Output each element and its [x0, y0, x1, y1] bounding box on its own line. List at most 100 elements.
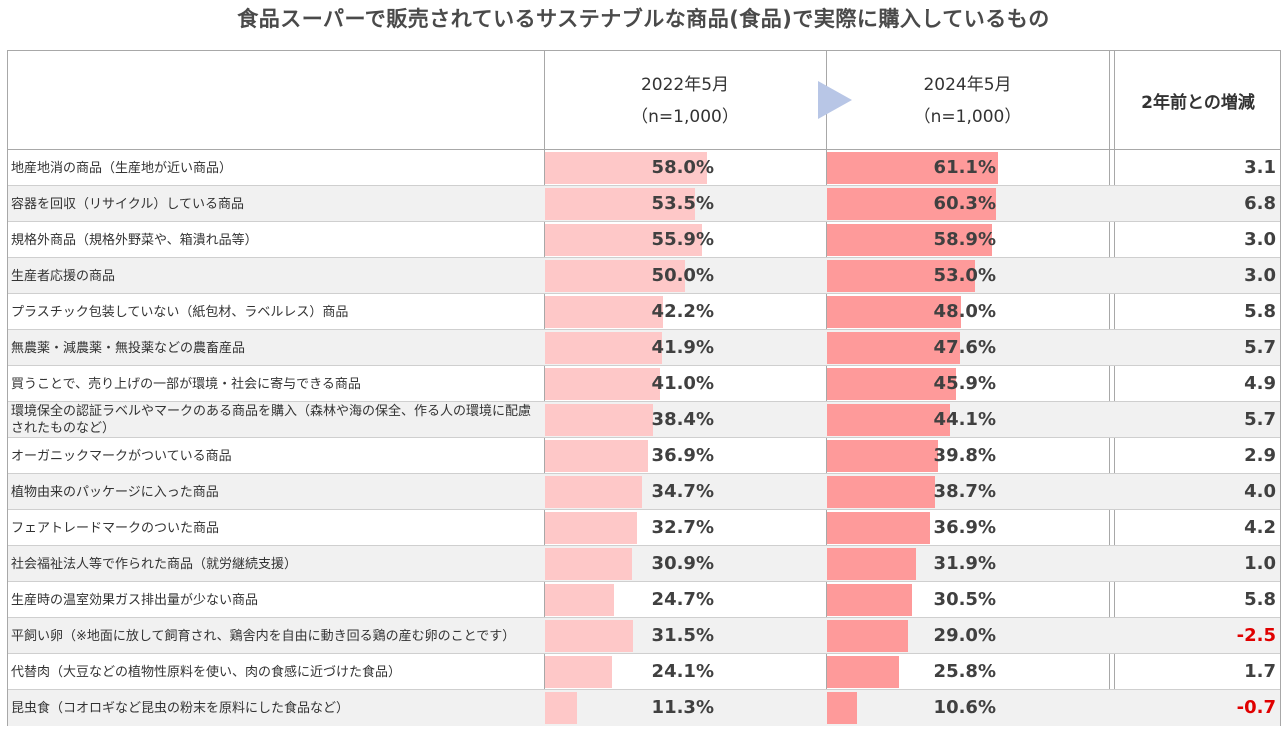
change-value: 4.2: [1244, 517, 1276, 538]
bar-2024: [827, 440, 939, 472]
bar-2022: [545, 152, 708, 184]
bar-2024: [827, 404, 951, 436]
table-row: 無農薬・減農薬・無投薬などの農畜産品 41.9% 47.6% 5.7: [8, 330, 1280, 366]
row-label: オーガニックマークがついている商品: [11, 448, 232, 464]
value-2024: 39.8%: [933, 445, 996, 466]
value-2024: 47.6%: [933, 337, 996, 358]
bar-2024: [827, 620, 909, 652]
table-row: 生産者応援の商品 50.0% 53.0% 3.0: [8, 258, 1280, 294]
value-2022: 38.4%: [651, 409, 714, 430]
value-2022: 24.7%: [651, 589, 714, 610]
value-2022: 30.9%: [651, 553, 714, 574]
header-2022: 2022年5月 （n=1,000）: [544, 69, 826, 133]
row-label: 規格外商品（規格外野菜や、箱潰れ品等）: [11, 232, 258, 248]
bar-2024: [827, 296, 962, 328]
table-row: 昆虫食（コオロギなど昆虫の粉末を原料にした食品など） 11.3% 10.6% -0.7: [8, 690, 1280, 726]
value-2022: 34.7%: [651, 481, 714, 502]
bar-2022: [545, 188, 695, 220]
bar-2024: [827, 656, 900, 688]
value-2024: 45.9%: [933, 373, 996, 394]
row-label: 買うことで、売り上げの一部が環境・社会に寄与できる商品: [11, 376, 361, 392]
value-2024: 30.5%: [933, 589, 996, 610]
header-2022-n: （n=1,000）: [631, 107, 739, 127]
value-2022: 36.9%: [651, 445, 714, 466]
arrow-right-icon: [818, 81, 852, 119]
change-value: 6.8: [1244, 193, 1276, 214]
header-change: 2年前との増減: [1141, 93, 1255, 113]
bar-2022: [545, 332, 663, 364]
row-label: 生産時の温室効果ガス排出量が少ない商品: [11, 592, 259, 608]
table-row: 買うことで、売り上げの一部が環境・社会に寄与できる商品 41.0% 45.9% 4.9: [8, 366, 1280, 402]
bar-2022: [545, 476, 643, 508]
bar-2024: [827, 512, 931, 544]
value-2024: 36.9%: [933, 517, 996, 538]
value-2022: 55.9%: [651, 229, 714, 250]
value-2022: 42.2%: [651, 301, 714, 322]
value-2024: 25.8%: [933, 661, 996, 682]
table-row: フェアトレードマークのついた商品 32.7% 36.9% 4.2: [8, 510, 1280, 546]
bar-2024: [827, 548, 917, 580]
bar-2022: [545, 368, 660, 400]
table-row: プラスチック包装していない（紙包材、ラベルレス）商品 42.2% 48.0% 5.8: [8, 294, 1280, 330]
chart-title: 食品スーパーで販売されているサステナブルな商品(食品)で実際に購入しているもの: [237, 7, 1050, 31]
change-value: 5.7: [1244, 409, 1276, 430]
value-2022: 11.3%: [651, 697, 714, 718]
change-value: 2.9: [1244, 445, 1276, 466]
value-2022: 31.5%: [651, 625, 714, 646]
value-2024: 48.0%: [933, 301, 996, 322]
table-row: オーガニックマークがついている商品 36.9% 39.8% 2.9: [8, 438, 1280, 474]
column-divider: [1109, 51, 1110, 725]
value-2024: 44.1%: [933, 409, 996, 430]
bar-2022: [545, 224, 702, 256]
row-label: 代替肉（大豆などの植物性原料を使い、肉の食感に近づけた食品）: [11, 664, 402, 680]
bar-2022: [545, 260, 685, 292]
table-row: 植物由来のパッケージに入った商品 34.7% 38.7% 4.0: [8, 474, 1280, 510]
table-row: 環境保全の認証ラベルやマークのある商品を購入（森林や海の保全、作る人の環境に配慮…: [8, 402, 1280, 438]
header-2024: 2024年5月 （n=1,000）: [826, 69, 1109, 133]
row-label: 無農薬・減農薬・無投薬などの農畜産品: [11, 340, 246, 356]
table-row: 生産時の温室効果ガス排出量が少ない商品 24.7% 30.5% 5.8: [8, 582, 1280, 618]
row-label: プラスチック包装していない（紙包材、ラベルレス）商品: [11, 304, 349, 320]
change-value: 5.7: [1244, 337, 1276, 358]
change-value: 4.9: [1244, 373, 1276, 394]
bar-2022: [545, 620, 634, 652]
value-2024: 58.9%: [933, 229, 996, 250]
header-2024-date: 2024年5月: [923, 75, 1012, 95]
table-row: 地産地消の商品（生産地が近い商品） 58.0% 61.1% 3.1: [8, 150, 1280, 186]
value-2024: 61.1%: [933, 157, 996, 178]
row-label: 環境保全の認証ラベルやマークのある商品を購入（森林や海の保全、作る人の環境に配慮…: [11, 404, 532, 436]
bar-2022: [545, 404, 653, 436]
header-row: 2022年5月 （n=1,000） 2024年5月 （n=1,000） 2年前と…: [8, 51, 1280, 150]
table-row: 代替肉（大豆などの植物性原料を使い、肉の食感に近づけた食品） 24.1% 25.8%…: [8, 654, 1280, 690]
bar-2024: [827, 368, 956, 400]
table-row: 社会福祉法人等で作られた商品（就労継続支援） 30.9% 31.9% 1.0: [8, 546, 1280, 582]
bar-2024: [827, 152, 999, 184]
value-2022: 58.0%: [651, 157, 714, 178]
table-row: 規格外商品（規格外野菜や、箱潰れ品等） 55.9% 58.9% 3.0: [8, 222, 1280, 258]
value-2024: 53.0%: [933, 265, 996, 286]
value-2022: 41.0%: [651, 373, 714, 394]
bar-2022: [545, 692, 577, 724]
value-2022: 41.9%: [651, 337, 714, 358]
change-value: 3.0: [1244, 265, 1276, 286]
table-row: 容器を回収（リサイクル）している商品 53.5% 60.3% 6.8: [8, 186, 1280, 222]
row-label: 植物由来のパッケージに入った商品: [11, 484, 219, 500]
bar-2022: [545, 296, 664, 328]
bar-2022: [545, 548, 632, 580]
change-value: -0.7: [1236, 697, 1276, 718]
row-label: フェアトレードマークのついた商品: [11, 520, 220, 536]
bar-2024: [827, 692, 857, 724]
bar-2024: [827, 476, 936, 508]
column-divider: [1114, 51, 1115, 725]
bar-2022: [545, 512, 637, 544]
change-value: 1.7: [1244, 661, 1276, 682]
column-divider: [544, 51, 545, 725]
value-2024: 10.6%: [933, 697, 996, 718]
change-value: 1.0: [1244, 553, 1276, 574]
column-divider: [826, 51, 827, 725]
value-2024: 29.0%: [933, 625, 996, 646]
bar-2024: [827, 332, 961, 364]
change-value: -2.5: [1236, 625, 1276, 646]
table-row: 平飼い卵（※地面に放して飼育され、鶏舎内を自由に動き回る鶏の産む卵のことです） 3…: [8, 618, 1280, 654]
header-2024-n: （n=1,000）: [913, 107, 1022, 127]
